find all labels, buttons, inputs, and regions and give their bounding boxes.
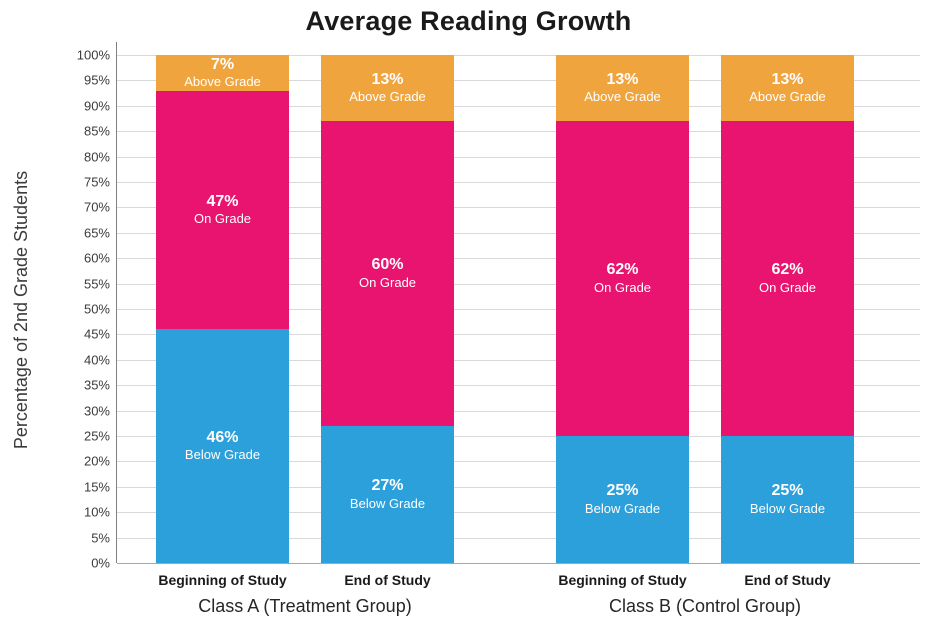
gridline: [117, 410, 920, 412]
segment-series-label: Below Grade: [584, 500, 661, 516]
gridline: [117, 80, 920, 82]
x-category-label: Beginning of Study: [558, 572, 687, 588]
bar-segment-above-grade: 7% Above Grade: [156, 55, 289, 91]
stacked-bar: 46% Below Grade 47% On Grade 7% Above Grade: [156, 55, 289, 563]
gridline: [117, 385, 920, 387]
chart-title: Average Reading Growth: [305, 6, 632, 36]
segment-series-label: On Grade: [593, 279, 652, 295]
y-tick-label: 65%: [83, 225, 110, 241]
segment-series-label: Below Grade: [184, 447, 261, 463]
gridline: [117, 131, 920, 133]
y-tick-label: 95%: [83, 72, 110, 88]
segment-value-label: 13%: [771, 70, 804, 88]
y-tick-label: 100%: [76, 47, 110, 63]
y-tick-label: 15%: [83, 479, 110, 495]
segment-series-label: Below Grade: [349, 495, 426, 511]
segment-series-label: Above Grade: [749, 89, 826, 105]
y-tick-label: 85%: [83, 123, 110, 139]
gridline: [117, 182, 920, 183]
x-axis-baseline: [117, 563, 920, 564]
y-tick-label: 80%: [83, 149, 110, 165]
stacked-bar: 25% Below Grade 62% On Grade 13% Above Grade: [556, 55, 689, 563]
segment-value-label: 60%: [371, 256, 404, 274]
y-tick-label: 25%: [83, 428, 110, 444]
segment-series-label: Below Grade: [749, 500, 826, 516]
segment-value-label: 13%: [606, 70, 639, 88]
y-tick-label: 70%: [83, 199, 110, 215]
y-tick-label: 55%: [83, 276, 110, 292]
y-axis-line: [116, 42, 117, 563]
gridline: [117, 461, 920, 463]
segment-value-label: 13%: [371, 70, 404, 88]
y-tick-label: 40%: [83, 352, 110, 368]
group-label-class-a: Class A (Treatment Group): [198, 596, 412, 616]
x-axis-category-labels: Beginning of Study End of Study Beginning …: [117, 572, 920, 592]
y-tick-label: 20%: [83, 453, 110, 469]
gridline: [117, 156, 920, 158]
y-tick-label: 60%: [83, 250, 110, 266]
gridline: [117, 232, 920, 234]
plot-area: 0% 5% 10% 15% 20% 25% 30% 35% 40% 45% 50% 55% 60% 65%…: [77, 42, 920, 571]
bar-segment-on-grade: 62% On Grade: [556, 121, 689, 436]
y-tick-label: 35%: [83, 377, 110, 393]
segment-series-label: On Grade: [358, 274, 417, 290]
segment-value-label: 27%: [371, 477, 404, 495]
segment-value-label: 25%: [771, 482, 804, 500]
gridline: [117, 537, 920, 539]
bar-segment-above-grade: 13% Above Grade: [721, 55, 854, 122]
stacked-bar: 25% Below Grade 62% On Grade 13% Above Grade: [721, 55, 854, 563]
segment-value-label: 46%: [206, 429, 239, 447]
gridline: [117, 359, 920, 361]
bar-segment-below-grade: 25% Below Grade: [556, 436, 689, 563]
segment-series-label: Above Grade: [584, 89, 661, 105]
segment-series-label: On Grade: [193, 211, 252, 227]
segment-value-label: 25%: [606, 482, 639, 500]
gridline: [117, 436, 920, 437]
segment-value-label: 7%: [210, 55, 235, 73]
x-category-label: Beginning of Study: [158, 572, 287, 588]
gridline: [117, 105, 920, 107]
segment-value-label: 62%: [606, 261, 639, 279]
gridline: [117, 334, 920, 336]
segment-value-label: 62%: [771, 261, 804, 279]
y-tick-label: 45%: [83, 326, 110, 342]
group-label-class-b: Class B (Control Group): [608, 596, 802, 616]
gridline: [117, 207, 920, 209]
bar-segment-on-grade: 60% On Grade: [321, 121, 454, 426]
bar-segment-above-grade: 13% Above Grade: [321, 55, 454, 122]
bar-segment-below-grade: 25% Below Grade: [721, 436, 854, 563]
y-tick-label: 5%: [91, 530, 110, 546]
y-tick-label: 75%: [83, 174, 110, 190]
bar-segment-on-grade: 62% On Grade: [721, 121, 854, 436]
y-tick-label: 50%: [83, 301, 110, 317]
gridline: [117, 512, 920, 514]
bar-segment-below-grade: 27% Below Grade: [321, 425, 454, 563]
segment-series-label: On Grade: [758, 279, 817, 295]
y-tick-label: 0%: [91, 555, 110, 571]
gridline: [117, 258, 920, 260]
x-axis-group-labels: Class A (Treatment Group) Class B (Contr…: [117, 596, 920, 622]
y-axis-title: Percentage of 2nd Grade Students: [11, 170, 31, 450]
segment-value-label: 47%: [206, 192, 239, 210]
stacked-bar: 27% Below Grade 60% On Grade 13% Above Grade: [321, 55, 454, 563]
bar-segment-below-grade: 46% Below Grade: [156, 329, 289, 563]
gridline: [117, 486, 920, 488]
y-tick-label: 30%: [83, 403, 110, 419]
segment-series-label: Above Grade: [349, 89, 426, 105]
x-category-label: End of Study: [744, 572, 831, 588]
gridline: [117, 283, 920, 285]
x-category-label: End of Study: [344, 572, 431, 588]
y-tick-label: 10%: [83, 504, 110, 520]
gridline: [117, 55, 920, 56]
gridline: [117, 309, 920, 310]
y-tick-label: 90%: [83, 98, 110, 114]
segment-series-label: Above Grade: [184, 73, 261, 89]
bar-segment-on-grade: 47% On Grade: [156, 90, 289, 330]
bar-segment-above-grade: 13% Above Grade: [556, 55, 689, 122]
